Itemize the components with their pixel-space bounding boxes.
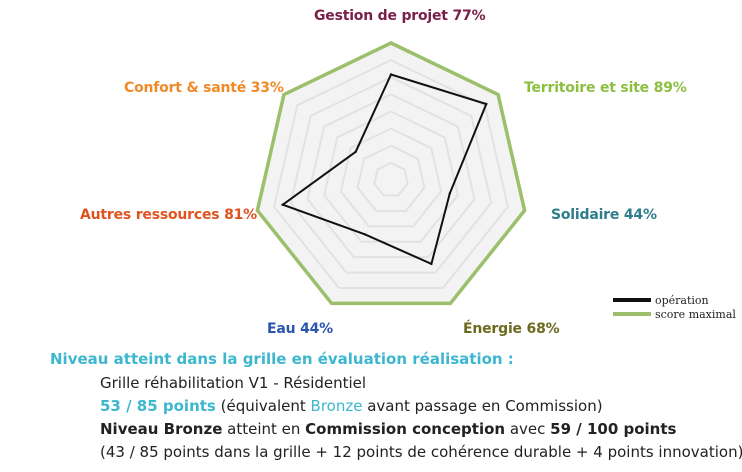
legend-swatch-operation [613, 298, 651, 302]
axis-label-eau: Eau 44% [267, 321, 333, 337]
axis-label-solidaire: Solidaire 44% [551, 207, 657, 223]
axis-label-confort: Confort & santé 33% [124, 80, 284, 96]
evaluation-summary: Niveau atteint dans la grille en évaluat… [50, 350, 742, 464]
summary-avec: avec [505, 420, 551, 438]
summary-equiv-level: Bronze [310, 397, 363, 415]
data-point-3 [430, 262, 433, 266]
grid-ring-7 [273, 58, 509, 289]
data-point-4 [363, 233, 366, 236]
summary-grid-name: Grille réhabilitation V1 - Résidentiel [100, 374, 367, 392]
series-line-score-maximal [255, 41, 527, 306]
legend-swatch-score-maximal [613, 312, 651, 316]
data-point-1 [485, 102, 488, 106]
data-point-0 [389, 73, 393, 76]
axis-label-territoire: Territoire et site 89% [524, 80, 687, 96]
axis-label-gestion: Gestion de projet 77% [314, 8, 486, 24]
summary-points: 53 / 85 points [100, 397, 216, 415]
legend-item-operation: opération [613, 293, 736, 307]
grid-ring-4 [323, 110, 459, 243]
axis-label-energie: Énergie 68% [463, 321, 560, 337]
summary-points-line: 53 / 85 points (équivalent Bronze avant … [100, 395, 742, 418]
grid-ring-3 [339, 127, 443, 228]
data-point-2 [448, 192, 451, 195]
chart-legend: opération score maximal [613, 293, 736, 321]
summary-atteint: atteint en [222, 420, 306, 438]
summary-niveau: Niveau Bronze [100, 420, 223, 438]
summary-commission-points: 59 / 100 points [550, 420, 677, 438]
summary-equiv-close: avant passage en Commission) [362, 397, 603, 415]
grid-ring-2 [356, 144, 426, 212]
data-point-5 [281, 203, 284, 206]
grid-ring-5 [306, 93, 476, 259]
summary-equiv-open: (équivalent [215, 397, 311, 415]
legend-label-score-maximal: score maximal [655, 307, 736, 321]
legend-item-score-maximal: score maximal [613, 307, 736, 321]
legend-label-operation: opération [655, 293, 709, 307]
summary-breakdown: (43 / 85 points dans la grille + 12 poin… [100, 443, 742, 461]
axis-label-autres-ressources: Autres ressources 81% [80, 207, 257, 223]
data-point-6 [354, 150, 357, 153]
grid-ring-1 [373, 161, 409, 197]
summary-commission-line: Niveau Bronze atteint en Commission conc… [100, 418, 742, 441]
summary-heading: Niveau atteint dans la grille en évaluat… [50, 350, 514, 368]
radar-chart [255, 41, 527, 306]
summary-commission: Commission conception [305, 420, 506, 438]
series-line-operation [280, 73, 488, 266]
